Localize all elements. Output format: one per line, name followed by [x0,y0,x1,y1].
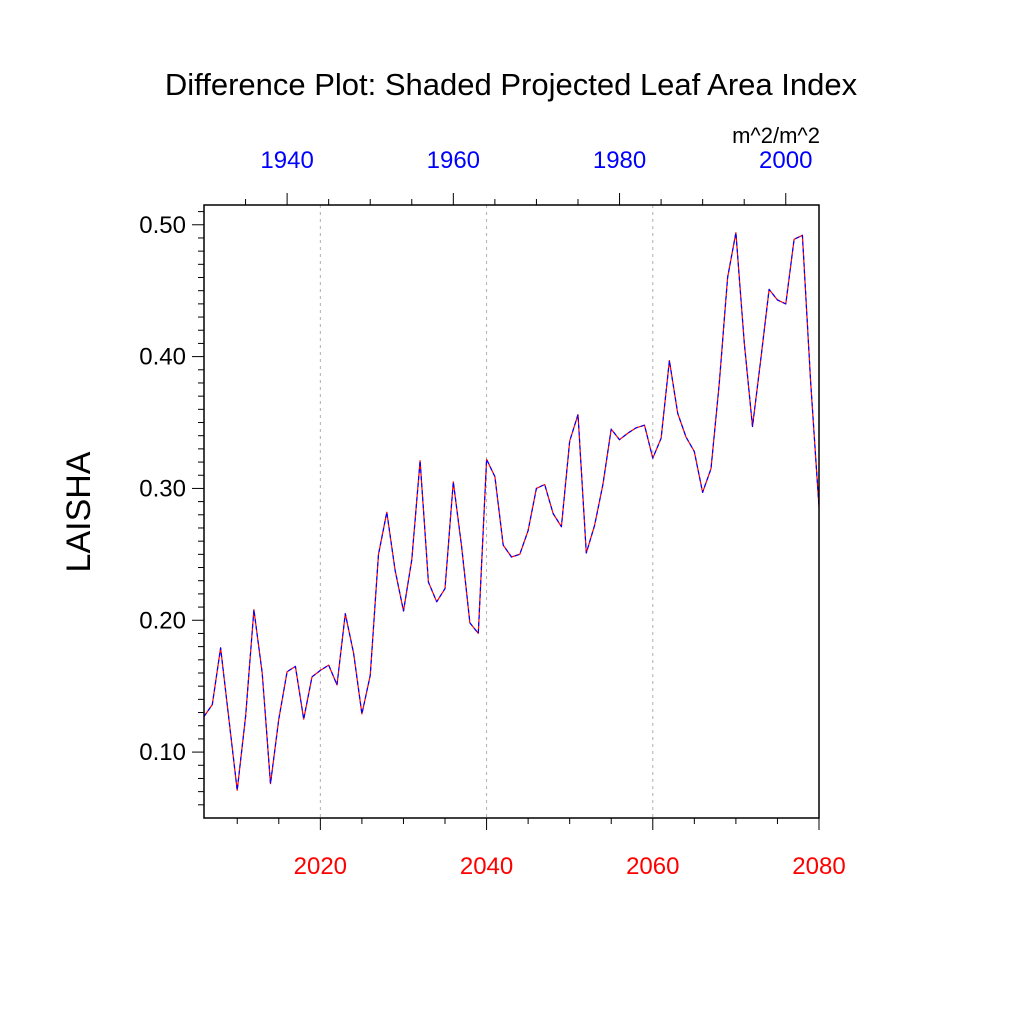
x-top-tick-label-1940: 1940 [260,147,313,174]
series-line-1 [203,232,820,791]
series-lines [203,232,820,791]
y-tick-label-0.50: 0.50 [139,212,186,239]
tick-labels: 0.10 0.20 0.30 0.40 0.50 2020 2040 2060 2080 1940… [139,147,845,880]
y-tick-label-0.40: 0.40 [139,344,186,371]
x-bottom-tick-label-2080: 2080 [792,853,845,880]
units-label: m^2/m^2 [732,123,820,148]
x-bottom-tick-label-2040: 2040 [460,853,513,880]
plot-frame [203,204,820,819]
x-top-tick-label-1960: 1960 [427,147,480,174]
y-tick-label-0.10: 0.10 [139,739,186,766]
chart-title: Difference Plot: Shaded Projected Leaf A… [165,67,858,102]
y-tick-label-0.30: 0.30 [139,475,186,502]
x-top-tick-label-1980: 1980 [593,147,646,174]
x-bottom-tick-label-2060: 2060 [626,853,679,880]
grid-lines [319,205,654,818]
series-line-2 [203,232,820,791]
x-top-tick-label-2000: 2000 [759,147,812,174]
y-tick-label-0.20: 0.20 [139,607,186,634]
x-bottom-tick-label-2020: 2020 [294,853,347,880]
y-axis-label: LAISHA [60,451,98,572]
axes [192,193,820,830]
